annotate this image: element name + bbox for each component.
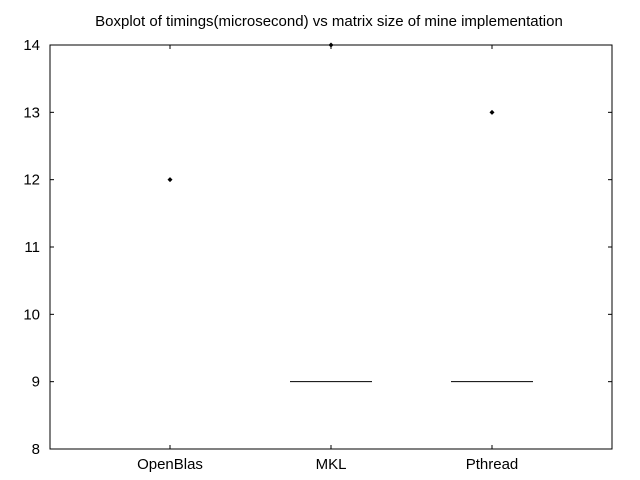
y-tick-label: 8 xyxy=(32,441,40,458)
y-tick-label: 9 xyxy=(32,374,40,391)
y-tick-label: 13 xyxy=(23,104,40,121)
y-tick-label: 14 xyxy=(23,37,40,54)
y-tick-label: 12 xyxy=(23,172,40,189)
x-tick-label: MKL xyxy=(316,456,347,473)
y-tick-label: 10 xyxy=(23,306,40,323)
y-tick-label: 11 xyxy=(24,239,40,256)
chart-title: Boxplot of timings(microsecond) vs matri… xyxy=(95,13,563,30)
x-tick-label: Pthread xyxy=(466,456,519,473)
x-tick-label: OpenBlas xyxy=(137,456,203,473)
